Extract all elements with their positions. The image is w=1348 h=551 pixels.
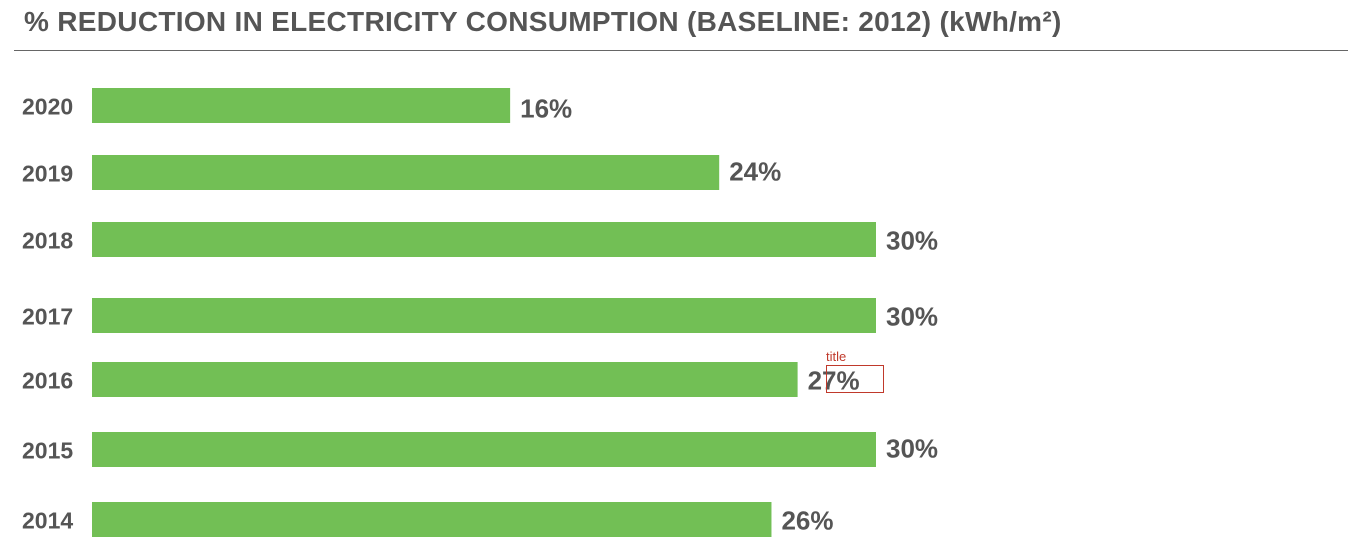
annotation-box xyxy=(826,365,884,393)
value-label-2020: 16% xyxy=(520,94,572,124)
bar-2018 xyxy=(92,222,876,257)
category-label-2018: 2018 xyxy=(22,228,73,254)
category-label-2020: 2020 xyxy=(22,94,73,120)
value-label-2019: 24% xyxy=(729,157,781,187)
bar-2015 xyxy=(92,432,876,467)
category-label-2014: 2014 xyxy=(22,508,73,534)
value-label-2015: 30% xyxy=(886,434,938,464)
bar-2014 xyxy=(92,502,772,537)
value-label-2018: 30% xyxy=(886,226,938,256)
category-label-2017: 2017 xyxy=(22,304,73,330)
title-divider xyxy=(14,50,1348,51)
annotation-label: title xyxy=(826,349,847,364)
bar-2019 xyxy=(92,155,720,190)
bar-2020 xyxy=(92,88,511,123)
category-label-2016: 2016 xyxy=(22,368,73,394)
bar-2017 xyxy=(92,298,876,333)
category-label-2015: 2015 xyxy=(22,438,73,464)
bar-2016 xyxy=(92,362,798,397)
chart-title: % REDUCTION IN ELECTRICITY CONSUMPTION (… xyxy=(24,6,1062,37)
category-label-2019: 2019 xyxy=(22,161,73,187)
value-label-2014: 26% xyxy=(781,506,833,536)
value-label-2017: 30% xyxy=(886,302,938,332)
value-label-2016: 27% xyxy=(808,366,860,396)
